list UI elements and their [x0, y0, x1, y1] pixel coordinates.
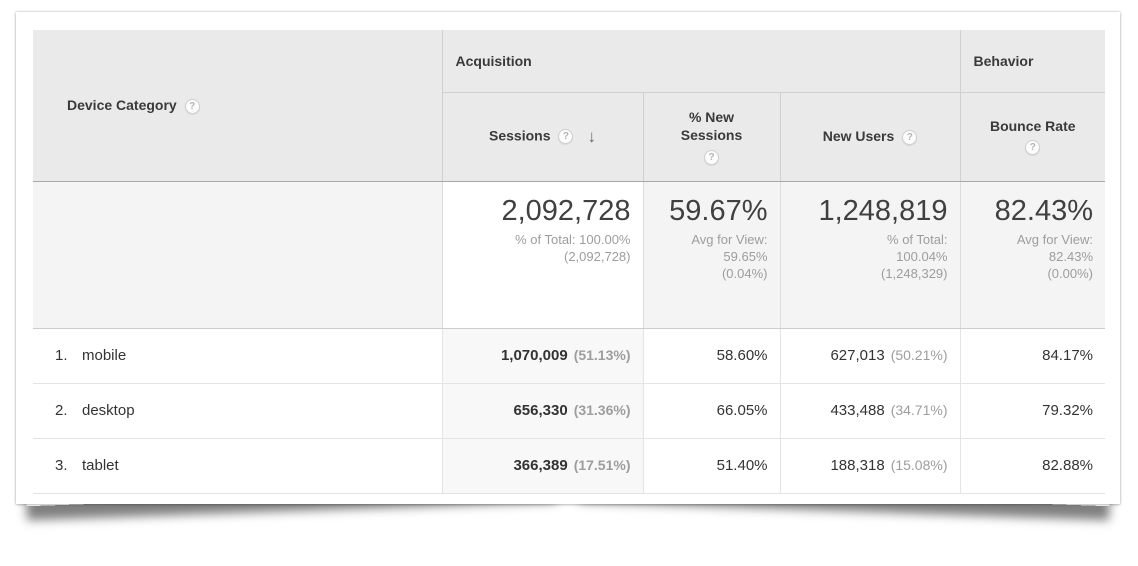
summary-row: 2,092,728 % of Total: 100.00% (2,092,728…: [33, 181, 1105, 329]
summary-bounce-rate-cell: 82.43% Avg for View: 82.43% (0.00%): [959, 181, 1105, 329]
column-header-bounce-rate[interactable]: Bounce Rate ?: [959, 92, 1105, 182]
group-header-acquisition: Acquisition: [441, 30, 960, 93]
device-link[interactable]: mobile: [82, 347, 127, 364]
sort-descending-icon[interactable]: ↓: [587, 126, 596, 146]
help-icon[interactable]: ?: [558, 129, 574, 144]
device-category-label: Device Category: [67, 96, 177, 113]
new-users-share: (15.08%): [890, 457, 948, 473]
summary-device-category-cell: [33, 181, 442, 329]
new-users-value: 627,013: [830, 347, 885, 364]
sessions-share: (17.51%): [573, 457, 631, 473]
row-rank: 3.: [55, 457, 68, 474]
metric-header-row: Sessions? ↓ % New Sessions ? New Users? B…: [33, 92, 1105, 182]
device-link[interactable]: tablet: [82, 457, 119, 474]
group-header-behavior: Behavior: [959, 30, 1105, 93]
new-users-share: (50.21%): [890, 347, 948, 363]
sessions-value: 366,389: [513, 457, 568, 474]
new-users-total-subtext: % of Total: 100.04% (1,248,329): [881, 231, 948, 281]
new-sessions-cell: 51.40%: [642, 437, 780, 494]
sessions-cell: 1,070,009 (51.13%): [441, 327, 643, 383]
device-link[interactable]: desktop: [82, 402, 135, 419]
acquisition-label: Acquisition: [455, 52, 532, 69]
help-icon[interactable]: ?: [902, 129, 918, 145]
summary-new-sessions-cell: 59.67% Avg for View: 59.65% (0.04%): [642, 181, 780, 329]
device-category-table: Device Category? Acquisition Behavior Se…: [33, 30, 1105, 494]
table-row-desktop: 2. desktop 656,330 (31.36%) 66.05% 433,488…: [33, 382, 1105, 438]
row-rank: 2.: [55, 402, 68, 419]
group-header-row: Device Category? Acquisition Behavior: [33, 30, 1105, 182]
help-icon[interactable]: ?: [1025, 140, 1041, 155]
bounce-rate-label: Bounce Rate: [989, 118, 1076, 134]
bounce-rate-cell: 79.32%: [959, 382, 1105, 438]
summary-sessions-cell: 2,092,728 % of Total: 100.00% (2,092,728…: [441, 181, 643, 329]
sessions-value: 1,070,009: [500, 347, 568, 364]
table-row-tablet: 3. tablet 366,389 (17.51%) 51.40% 188,318 (…: [33, 437, 1105, 494]
new-users-share: (34.71%): [890, 402, 948, 418]
analytics-report-card: Device Category? Acquisition Behavior Se…: [16, 12, 1120, 504]
new-sessions-label: % New Sessions: [680, 109, 743, 143]
sessions-total-subtext: % of Total: 100.00% (2,092,728): [515, 231, 631, 264]
sessions-share: (51.13%): [573, 347, 631, 363]
column-header-new-sessions[interactable]: % New Sessions ?: [642, 92, 780, 182]
new-users-cell: 188,318 (15.08%): [779, 437, 960, 494]
bounce-rate-average: 82.43%: [994, 194, 1093, 227]
new-users-value: 188,318: [830, 457, 885, 474]
new-sessions-cell: 58.60%: [642, 327, 780, 383]
sessions-value: 656,330: [513, 402, 568, 419]
behavior-label: Behavior: [973, 52, 1034, 69]
sessions-cell: 366,389 (17.51%): [441, 437, 643, 494]
sessions-label: Sessions: [489, 127, 551, 144]
new-sessions-cell: 66.05%: [642, 382, 780, 438]
column-header-sessions[interactable]: Sessions? ↓: [441, 92, 643, 182]
help-icon[interactable]: ?: [184, 98, 200, 114]
sessions-cell: 656,330 (31.36%): [441, 382, 643, 438]
summary-new-users-cell: 1,248,819 % of Total: 100.04% (1,248,329…: [779, 181, 960, 329]
help-icon[interactable]: ?: [704, 150, 719, 165]
bounce-rate-cell: 84.17%: [959, 327, 1105, 383]
bounce-rate-cell: 82.88%: [959, 437, 1105, 494]
sessions-share: (31.36%): [573, 402, 631, 418]
new-sessions-average-subtext: Avg for View: 59.65% (0.04%): [691, 231, 768, 281]
device-cell: 1. mobile: [33, 327, 442, 383]
table-row-mobile: 1. mobile 1,070,009 (51.13%) 58.60% 627,01…: [33, 327, 1105, 383]
new-users-cell: 627,013 (50.21%): [779, 327, 960, 383]
sessions-total: 2,092,728: [501, 194, 631, 227]
new-users-label: New Users: [822, 128, 895, 145]
new-users-value: 433,488: [830, 402, 885, 419]
new-users-cell: 433,488 (34.71%): [779, 382, 960, 438]
device-cell: 2. desktop: [33, 382, 442, 438]
row-rank: 1.: [55, 347, 68, 364]
column-header-new-users[interactable]: New Users?: [779, 92, 960, 182]
new-users-total: 1,248,819: [818, 194, 948, 227]
device-cell: 3. tablet: [33, 437, 442, 494]
column-header-device-category[interactable]: Device Category?: [33, 30, 442, 182]
new-sessions-average: 59.67%: [669, 194, 768, 227]
bounce-rate-average-subtext: Avg for View: 82.43% (0.00%): [1016, 231, 1093, 281]
